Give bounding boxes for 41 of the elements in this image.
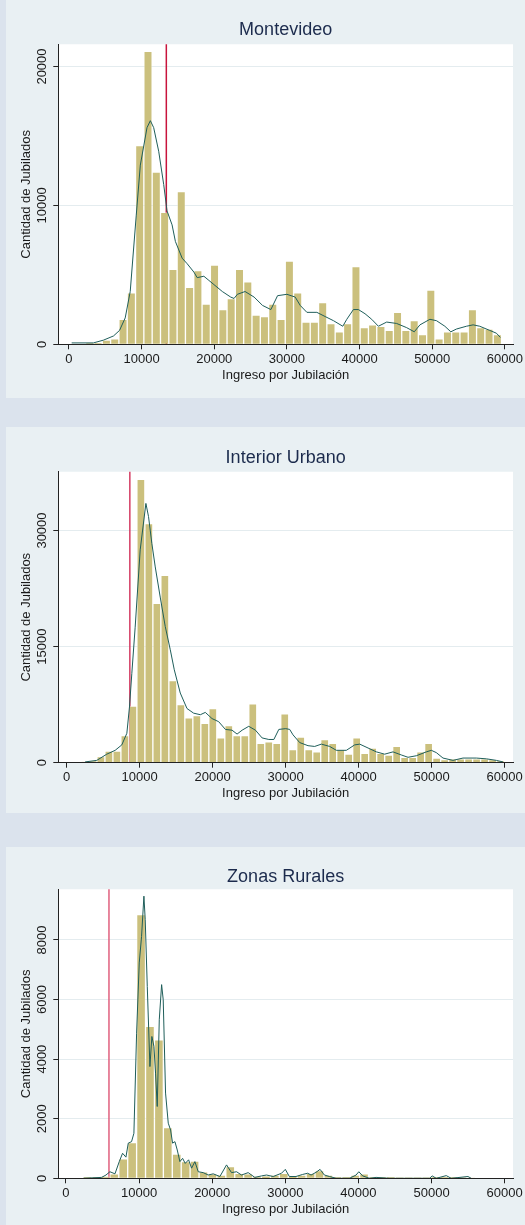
y-tick-label: 0	[34, 759, 50, 767]
y-tick-label: 30000	[34, 512, 50, 549]
x-tick-label: 50000	[414, 350, 451, 366]
y-axis-title: Cantidad de Jubilados	[18, 129, 34, 259]
y-tick-label: 0	[34, 340, 50, 348]
x-axis-title: Ingreso por Jubilación	[222, 367, 350, 383]
x-tick-label: 10000	[123, 350, 160, 366]
x-tick-label: 0	[65, 350, 73, 366]
chart-title: Interior Urbano	[225, 446, 346, 467]
x-tick-label: 60000	[486, 350, 523, 366]
x-tick-label: 0	[62, 1184, 70, 1200]
x-tick-label: 40000	[340, 769, 377, 785]
y-tick-label: 20000	[34, 48, 50, 85]
x-tick-label: 10000	[121, 769, 158, 785]
y-tick-label: 4000	[34, 1044, 50, 1074]
x-tick-label: 50000	[413, 1184, 450, 1200]
x-tick-label: 40000	[340, 1184, 377, 1200]
y-tick-label: 6000	[34, 985, 50, 1014]
y-axis-title: Cantidad de Jubilados	[18, 552, 34, 682]
x-tick-label: 0	[63, 769, 71, 785]
y-axis-title: Cantidad de Jubilados	[18, 968, 34, 1099]
x-tick-label: 20000	[194, 1184, 231, 1200]
x-tick-label: 30000	[267, 769, 304, 785]
x-tick-label: 60000	[486, 769, 523, 785]
x-tick-label: 10000	[121, 1184, 158, 1200]
y-tick-label: 0	[34, 1174, 50, 1182]
y-tick-label: 2000	[34, 1104, 50, 1134]
y-tick-label: 8000	[34, 925, 50, 955]
x-tick-label: 30000	[267, 1184, 304, 1200]
x-tick-label: 30000	[268, 350, 305, 366]
x-tick-label: 20000	[194, 769, 231, 785]
x-tick-label: 20000	[196, 350, 233, 366]
chart-title: Zonas Rurales	[227, 865, 345, 886]
x-axis-title: Ingreso por Jubilación	[222, 1201, 350, 1217]
chart-title: Montevideo	[239, 18, 333, 39]
y-tick-label: 10000	[34, 187, 50, 224]
x-tick-label: 40000	[341, 350, 378, 366]
x-tick-label: 60000	[486, 1184, 523, 1200]
x-tick-label: 50000	[413, 769, 450, 785]
y-tick-label: 15000	[34, 628, 50, 665]
x-axis-title: Ingreso por Jubilación	[222, 785, 350, 801]
